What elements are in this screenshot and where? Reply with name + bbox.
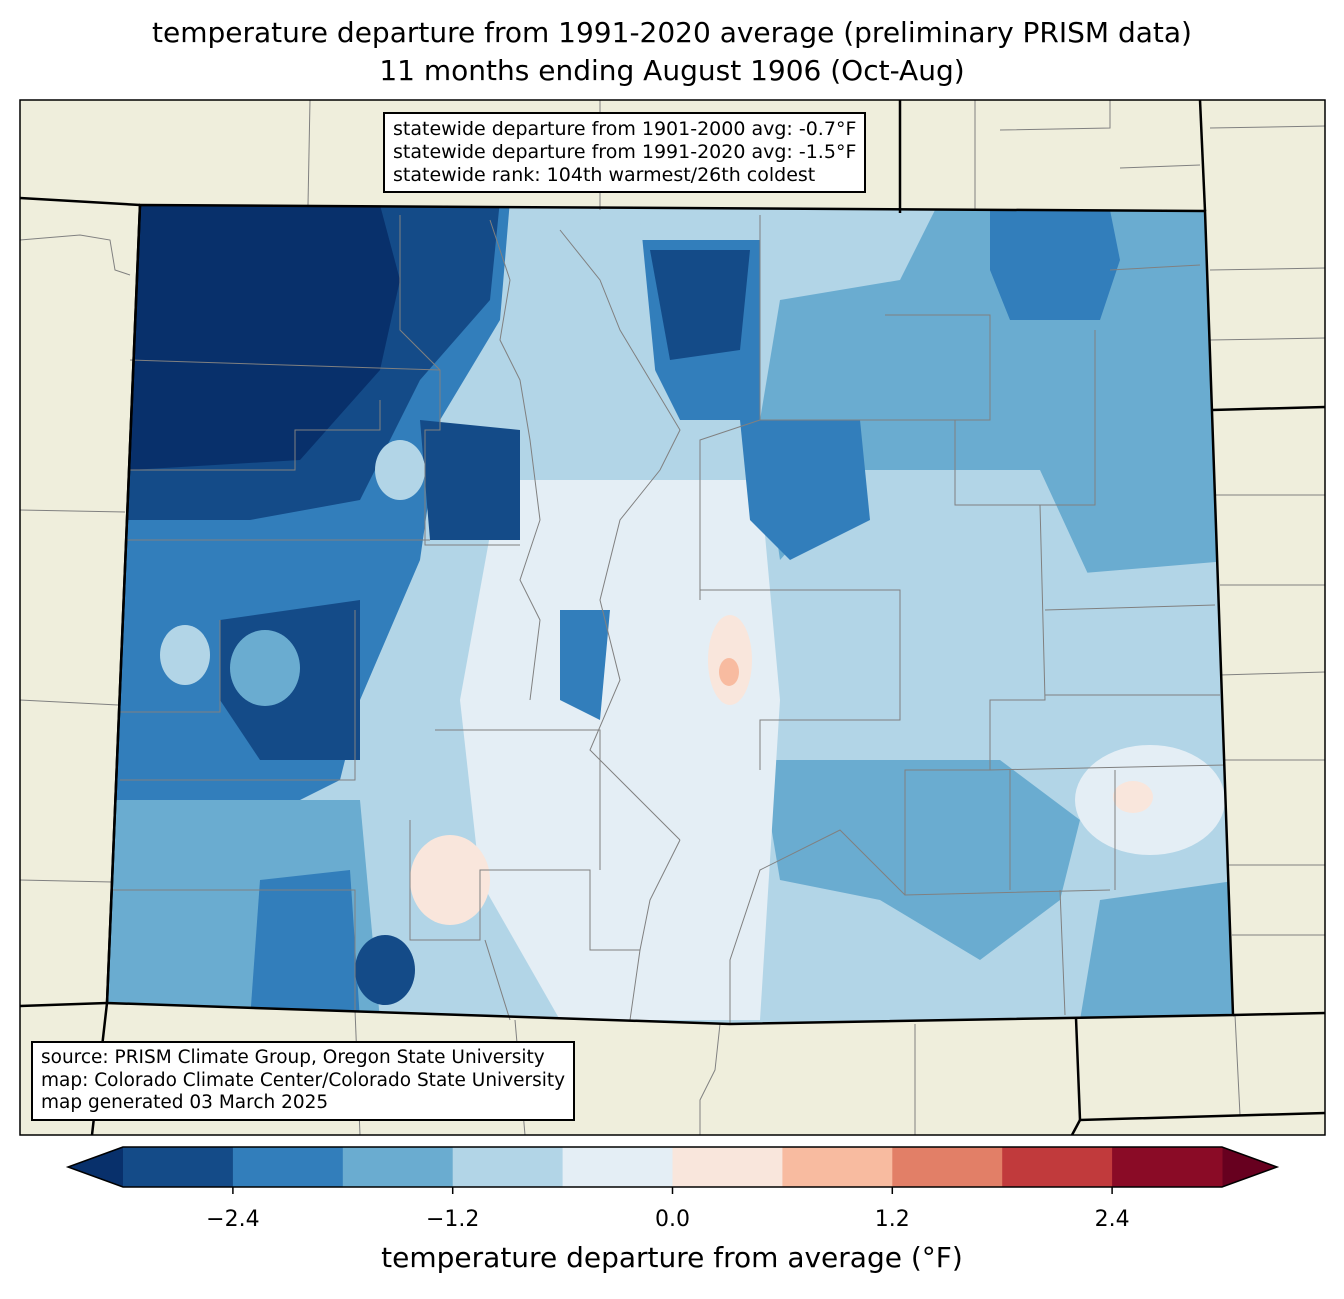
colorbar-tick-label: −1.2 bbox=[425, 1207, 480, 1232]
colorbar-bin bbox=[1112, 1147, 1223, 1187]
colorbar-outline bbox=[65, 1146, 1280, 1188]
temperature-field bbox=[107, 205, 1233, 1024]
chart-title: temperature departure from 1991-2020 ave… bbox=[152, 16, 1192, 49]
colorbar-tick-label: 2.4 bbox=[1094, 1207, 1130, 1232]
generated-date-line: map generated 03 March 2025 bbox=[41, 1092, 329, 1113]
colorbar-bin bbox=[123, 1147, 234, 1187]
stat-departure-1991-2020: statewide departure from 1991-2020 avg: … bbox=[393, 141, 857, 163]
colorbar-tick-label: 0.0 bbox=[655, 1207, 690, 1232]
colorbar-bin bbox=[232, 1147, 344, 1187]
map-credit-line: map: Colorado Climate Center/Colorado St… bbox=[41, 1069, 566, 1091]
colorbar-bin bbox=[1002, 1147, 1113, 1187]
colorbar-bin bbox=[562, 1147, 673, 1187]
stat-departure-1901-2000: statewide departure from 1901-2000 avg: … bbox=[393, 118, 857, 140]
colorbar-under-arrow bbox=[68, 1147, 123, 1187]
statewide-stats-box: statewide departure from 1901-2000 avg: … bbox=[383, 112, 867, 193]
chart-subtitle: 11 months ending August 1906 (Oct-Aug) bbox=[379, 54, 965, 87]
colorbar-tick-label: −2.4 bbox=[206, 1207, 260, 1232]
colorbar-label: temperature departure from average (°F) bbox=[381, 1241, 963, 1274]
colorbar-bin bbox=[782, 1147, 893, 1187]
source-box: source: PRISM Climate Group, Oregon Stat… bbox=[31, 1041, 576, 1121]
colorbar-tick-label: 1.2 bbox=[874, 1207, 910, 1232]
colorbar-bin bbox=[892, 1147, 1003, 1187]
colorbar bbox=[65, 1146, 1280, 1194]
map-frame bbox=[19, 99, 1326, 1136]
source-line: source: PRISM Climate Group, Oregon Stat… bbox=[41, 1047, 545, 1068]
stat-rank: statewide rank: 104th warmest/26th colde… bbox=[393, 164, 816, 186]
colorbar-bin bbox=[342, 1147, 454, 1187]
colorbar-bin bbox=[452, 1147, 564, 1187]
colorbar-bin bbox=[672, 1147, 783, 1187]
colorbar-over-arrow bbox=[1222, 1147, 1277, 1187]
